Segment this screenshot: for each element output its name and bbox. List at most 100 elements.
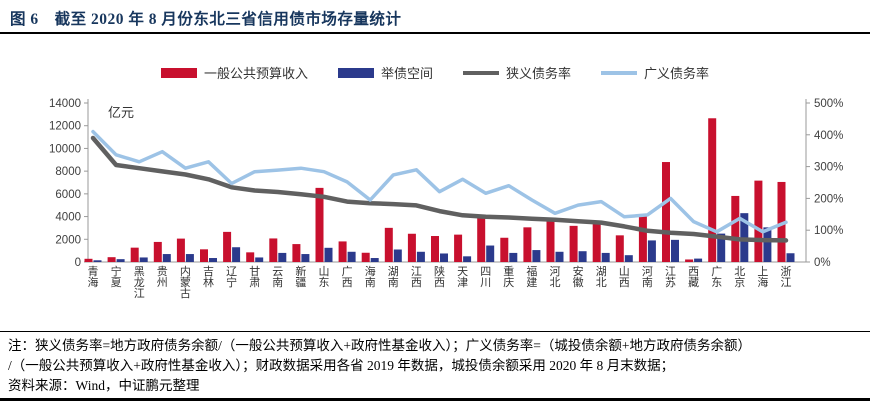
x-label: 江西	[411, 265, 422, 289]
bottom-border	[0, 398, 870, 401]
right-tick-label: 100%	[814, 225, 843, 237]
bar	[569, 225, 578, 262]
combo-chart: 0 2000 4000 6000 8000 10000 12000 14000 0% 100% 20…	[49, 98, 843, 300]
axes	[87, 99, 807, 263]
x-label: 山东	[319, 265, 330, 289]
bar	[130, 247, 139, 262]
bar	[361, 252, 370, 262]
left-tick-label: 10000	[49, 143, 81, 155]
x-label: 山西	[619, 265, 630, 289]
bar	[431, 236, 439, 262]
left-tick-label: 4000	[55, 212, 81, 224]
bar	[662, 162, 670, 262]
legend-item-2: 狭义债务率	[463, 63, 571, 82]
x-label: 河南	[642, 265, 653, 289]
footnote-line-1: 注：狭义债务率=地方政府债务余额/（一般公共预算收入+政府性基金收入）；广义债务…	[8, 338, 751, 353]
right-tick-label: 400%	[814, 130, 843, 142]
footnotes: 注：狭义债务率=地方政府债务余额/（一般公共预算收入+政府性基金收入）；广义债务…	[8, 336, 864, 396]
bar	[592, 223, 601, 262]
legend-swatch-line	[463, 70, 499, 75]
x-label: 重庆	[503, 264, 514, 289]
x-label: 广西	[342, 265, 353, 289]
chart-legend: 一般公共预算收入 举债空间 狭义债务率 广义债务率	[0, 63, 870, 82]
x-label: 河北	[550, 265, 561, 289]
left-axis-ticks: 0 2000 4000 6000 8000 10000 12000 14000	[49, 98, 88, 269]
x-label: 四川	[480, 266, 491, 289]
left-tick-label: 2000	[55, 234, 81, 246]
revenue-bars	[84, 118, 786, 262]
bar	[292, 244, 301, 262]
x-label: 天津	[457, 266, 468, 289]
bar	[777, 181, 786, 262]
x-label: 辽宁	[226, 265, 237, 289]
bar	[463, 256, 472, 262]
bar	[324, 247, 333, 262]
x-label: 广东	[711, 265, 722, 289]
footnote-line-2: /（一般公共预算收入+政府性基金收入）；财政数据采用各省 2019 年数据，城投…	[8, 357, 675, 373]
bar	[162, 254, 171, 262]
figure-title: 图 6 截至 2020 年 8 月份东北三省信用债市场存量统计	[10, 11, 402, 28]
legend-label: 举债空间	[380, 66, 433, 81]
bar	[139, 257, 148, 262]
bar	[477, 215, 486, 262]
bar	[638, 216, 647, 262]
x-label: 上海	[757, 265, 768, 289]
bar	[555, 251, 564, 262]
bar	[578, 251, 587, 262]
x-label: 福建	[526, 264, 537, 289]
bar	[209, 258, 217, 262]
broad-debt-ratio-line	[91, 129, 788, 234]
x-label: 青海	[88, 265, 99, 289]
left-tick-label: 0	[75, 257, 81, 269]
debt-space-bars	[93, 213, 795, 262]
bar	[624, 255, 633, 262]
narrow-debt-ratio-line	[90, 135, 789, 243]
bar	[384, 227, 393, 262]
bar	[301, 254, 310, 262]
x-label: 内蒙古	[180, 264, 191, 300]
bar	[107, 257, 116, 262]
bar	[671, 239, 679, 262]
bar	[685, 259, 694, 262]
legend-swatch-line	[601, 70, 638, 75]
legend-label: 一般公共预算收入	[203, 66, 308, 81]
left-tick-label: 12000	[49, 121, 81, 133]
bar	[278, 252, 287, 262]
bar	[393, 249, 402, 262]
right-tick-label: 500%	[814, 98, 843, 110]
bar	[232, 247, 241, 262]
left-tick-label: 14000	[49, 98, 81, 110]
x-label: 海南	[365, 264, 376, 289]
x-label: 浙江	[781, 265, 792, 289]
notes-divider	[0, 331, 870, 332]
x-label: 新疆	[295, 264, 306, 289]
right-axis-ticks: 0% 100% 200% 300% 400% 500%	[806, 98, 843, 269]
bar	[546, 219, 555, 262]
footnote-line-3: 资料来源：Wind，中证鹏元整理	[8, 377, 200, 393]
bar	[246, 252, 255, 262]
bar	[647, 240, 656, 262]
x-label: 北京	[734, 265, 745, 289]
bar	[315, 187, 324, 262]
bar	[269, 238, 278, 262]
legend-label: 狭义债务率	[506, 66, 572, 81]
bar	[440, 253, 448, 262]
bar	[153, 241, 162, 262]
legend-swatch-bar	[337, 67, 374, 78]
legend-label: 广义债务率	[644, 66, 710, 81]
legend-item-0: 一般公共预算收入	[160, 63, 308, 82]
bar	[347, 251, 356, 262]
bar	[708, 118, 717, 262]
x-label: 湖北	[596, 265, 607, 289]
bar	[255, 257, 264, 262]
left-axis-unit-label: 亿元	[108, 105, 134, 120]
x-label: 贵州	[157, 265, 168, 289]
bar	[509, 252, 518, 262]
x-label: 安徽	[573, 264, 584, 289]
bar	[523, 227, 532, 262]
x-label: 甘肃	[249, 265, 260, 289]
x-label: 云南	[272, 266, 283, 289]
bar	[786, 253, 795, 262]
